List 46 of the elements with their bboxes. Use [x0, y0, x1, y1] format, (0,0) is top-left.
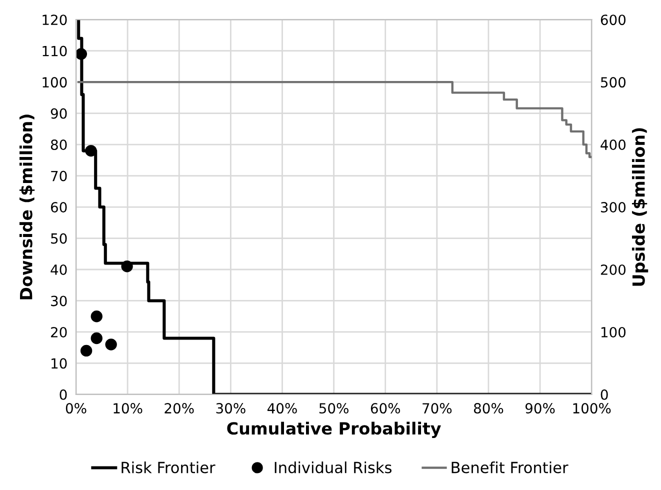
- x-tick-label: 80%: [474, 403, 504, 414]
- point: [85, 144, 97, 157]
- y-tick-label: 0: [60, 389, 67, 400]
- y2-axis-title: Upside ($million): [632, 128, 648, 286]
- x-tick-label: 10%: [114, 403, 142, 414]
- x-tick-label: 20%: [164, 403, 194, 414]
- y-tick-label: 80: [50, 140, 67, 150]
- line-series: [77, 80, 592, 158]
- y-tick-label: 110: [42, 46, 67, 56]
- y2-tick-label: 400: [600, 140, 626, 150]
- y-tick-label: 90: [50, 108, 67, 119]
- point: [90, 332, 102, 344]
- y-axis-title: Downside ($million): [19, 114, 35, 300]
- line-series: [77, 20, 592, 394]
- y-tick-label: 100: [42, 77, 67, 88]
- legend-label: Individual Risks: [274, 461, 392, 474]
- point: [80, 344, 92, 357]
- x-tick-label: 50%: [319, 403, 348, 414]
- y2-tick-label: 300: [600, 202, 626, 212]
- x-tick-label: 0%: [66, 403, 86, 414]
- y2-tick-label: 600: [600, 14, 626, 26]
- legend-label: Benefit Frontier: [452, 461, 568, 474]
- y2-tick-label: 0: [600, 389, 608, 400]
- x-axis-title: Cumulative Probability: [227, 422, 441, 438]
- legend-label: Risk Frontier: [122, 461, 216, 474]
- y-tick-label: 120: [42, 14, 67, 26]
- x-tick-label: 60%: [370, 403, 400, 414]
- point: [121, 260, 133, 272]
- y-tick-label: 20: [51, 326, 67, 338]
- x-tick-label: 40%: [267, 403, 297, 414]
- y2-tick-label: 100: [601, 326, 626, 338]
- point: [90, 310, 102, 322]
- y-tick-label: 40: [50, 264, 67, 275]
- x-tick-label: 70%: [422, 403, 452, 414]
- y-tick-label: 60: [50, 202, 67, 212]
- y-tick-label: 10: [52, 358, 67, 369]
- point: [76, 48, 88, 60]
- x-tick-label: 30%: [216, 403, 246, 414]
- y2-tick-label: 200: [600, 264, 626, 275]
- y-tick-label: 50: [51, 233, 67, 244]
- x-tick-label: 100%: [573, 403, 611, 414]
- y2-tick-label: 500: [601, 77, 626, 88]
- y-tick-label: 70: [51, 170, 67, 182]
- x-tick-label: 90%: [525, 403, 555, 414]
- y-tick-label: 30: [51, 296, 67, 306]
- point: [105, 338, 117, 350]
